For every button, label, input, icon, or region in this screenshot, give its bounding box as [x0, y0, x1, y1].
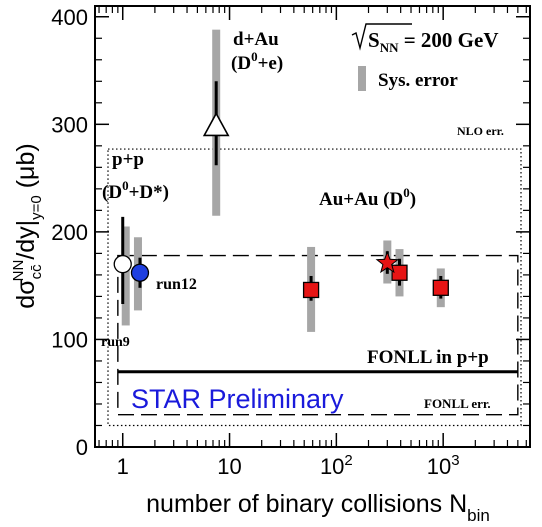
x-tick-label: 103 — [427, 452, 460, 479]
y-tick-label: 100 — [51, 327, 88, 352]
pp-label: p+p — [112, 149, 144, 170]
data-point — [375, 250, 400, 274]
energy-label: SNN = 200 GeV — [368, 28, 499, 55]
data-point — [202, 111, 230, 137]
dau-label: d+Au — [233, 29, 279, 50]
axes-layer: 0 100 200 300 400 1 10 102 103 number of binary c… — [10, 5, 531, 525]
data-point — [130, 263, 150, 282]
fonll-pp-label: FONLL in p+p — [367, 347, 489, 368]
pp-sublabel: (D0+D*) — [102, 178, 169, 203]
sys-legend-bar — [358, 66, 366, 91]
run12-label: run12 — [156, 276, 197, 293]
nlo-err-label: NLO err. — [457, 124, 504, 138]
data-point — [391, 264, 408, 281]
run9-label: run9 — [101, 335, 130, 350]
sys-legend-text: Sys. error — [378, 70, 458, 91]
sqrt-sign — [351, 23, 412, 51]
annotations-layer: SNN = 200 GeV Sys. error d+Au(D0+e) NLO err… — [101, 23, 504, 414]
nlo-err-box — [107, 148, 522, 427]
bands-layer — [107, 148, 522, 427]
x-tick-label: 102 — [320, 452, 353, 479]
fonll-err-band — [117, 254, 519, 416]
y-tick-label: 200 — [51, 220, 88, 245]
y-tick-label: 300 — [51, 112, 88, 137]
x-axis-title: number of binary collisions Nbin — [146, 490, 490, 525]
fonll-err-label: FONLL err. — [424, 396, 491, 411]
auau-label: Au+Au (D0) — [319, 185, 416, 210]
star-preliminary-label: STAR Preliminary — [131, 384, 344, 414]
y-tick-label: 400 — [51, 5, 88, 30]
plot-frame — [94, 5, 531, 448]
dau-sublabel: (D0+e) — [231, 49, 283, 74]
sys-error-bar — [121, 226, 130, 326]
data-point — [432, 279, 449, 296]
y-axis-title: dσcc̄NN/dy|y=0 (μb) — [10, 143, 45, 308]
y-tick-label: 0 — [76, 435, 88, 460]
x-tick-label: 1 — [117, 454, 129, 479]
data-point — [113, 254, 132, 274]
points-layer — [113, 29, 449, 332]
data-point — [302, 281, 320, 299]
x-tick-label: 10 — [217, 454, 241, 479]
